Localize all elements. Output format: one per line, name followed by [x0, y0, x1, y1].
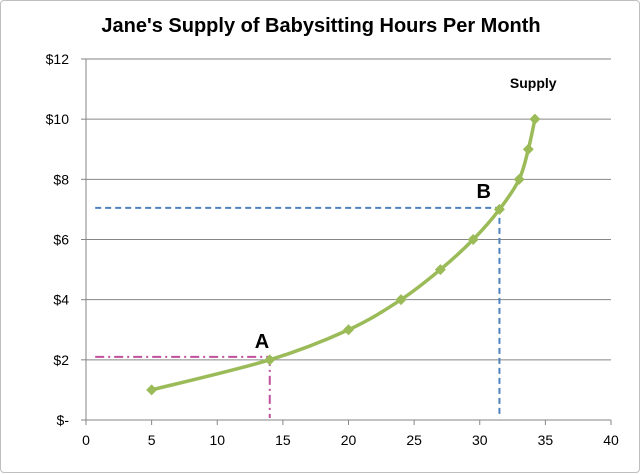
- grid-lines: [86, 58, 611, 361]
- x-tick-label: 5: [148, 432, 156, 448]
- chart-title: Jane's Supply of Babysitting Hours Per M…: [101, 15, 541, 37]
- annotation-guides: [95, 206, 501, 418]
- y-tick-label: $8: [53, 171, 69, 187]
- data-point: [493, 203, 505, 215]
- data-point: [513, 173, 525, 185]
- data-point: [467, 234, 479, 245]
- data-point: [264, 354, 276, 366]
- annotation-labels: Supply A B: [255, 75, 557, 353]
- y-tick-label: $12: [46, 51, 70, 67]
- axes: [81, 58, 612, 425]
- supply-curve: [151, 118, 537, 392]
- x-tick-label: 25: [406, 432, 422, 448]
- data-point: [529, 113, 541, 125]
- data-point: [522, 143, 534, 155]
- data-point: [343, 324, 354, 336]
- y-tick-label: $2: [53, 352, 69, 368]
- x-tick-label: 0: [82, 432, 90, 448]
- x-tick-label: 10: [209, 432, 225, 448]
- data-point: [434, 264, 446, 276]
- x-tick-label: 30: [472, 432, 488, 448]
- y-tick-label: $10: [46, 111, 70, 127]
- series-label: Supply: [510, 75, 557, 91]
- y-tick-label: $-: [57, 412, 70, 428]
- data-point: [146, 384, 158, 396]
- x-tick-label: 20: [341, 432, 357, 448]
- x-tick-label: 40: [603, 432, 619, 448]
- annotation-b: B: [476, 181, 490, 203]
- y-tick-label: $6: [53, 232, 69, 248]
- x-tick-label: 15: [275, 432, 291, 448]
- x-tick-label: 35: [538, 432, 554, 448]
- annotation-a: A: [255, 331, 269, 353]
- y-tick-label: $4: [53, 292, 69, 308]
- series-layer: [146, 113, 541, 396]
- data-point: [395, 294, 407, 306]
- tick-labels: $- $2 $4 $6 $8 $10 $12 0 5 10 15 20 25 30 35 40: [46, 51, 619, 448]
